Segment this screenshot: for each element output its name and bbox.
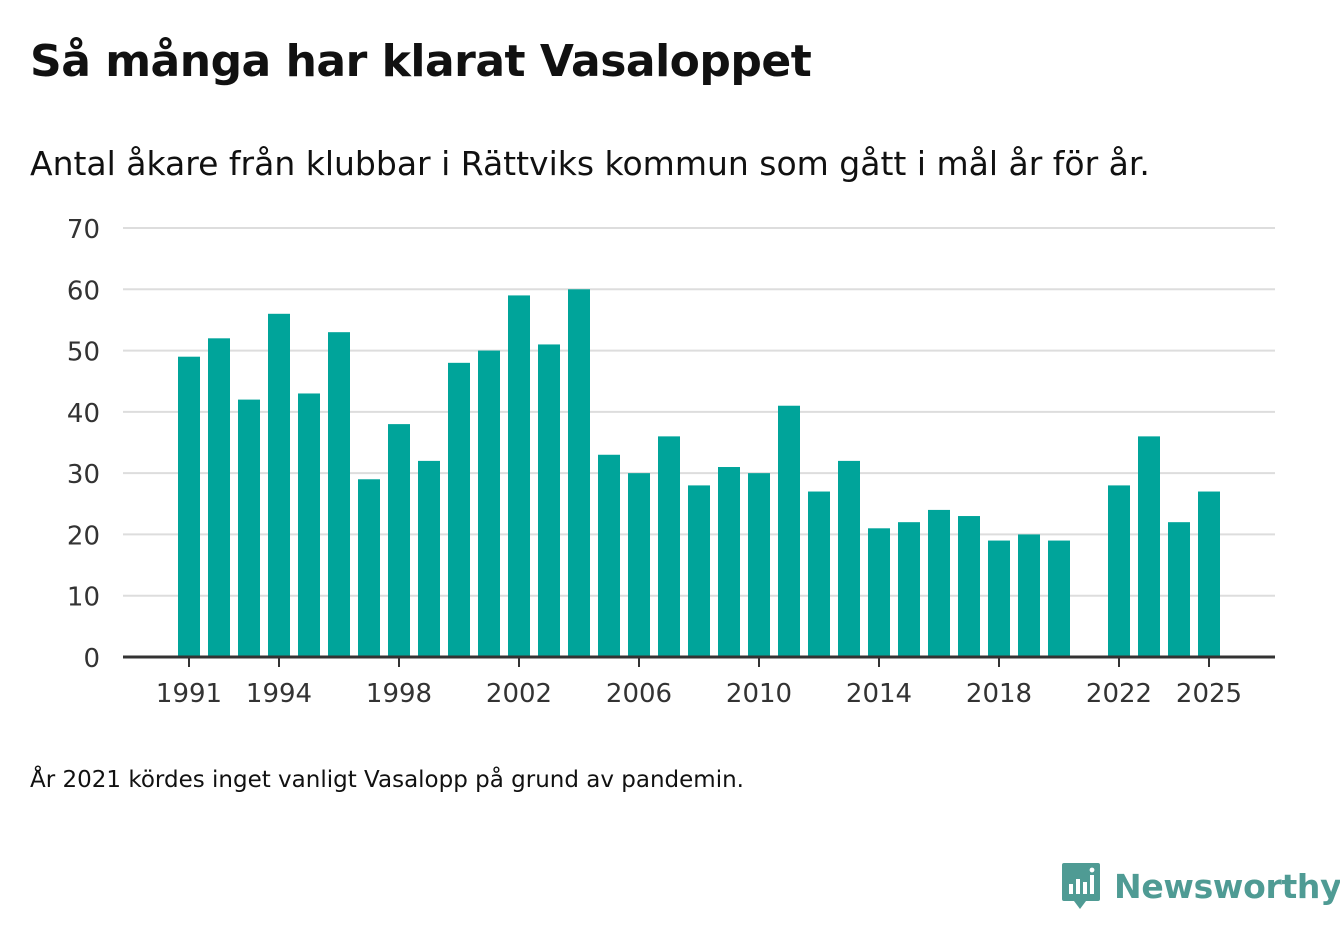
- bars: [178, 289, 1220, 657]
- bar-2004: [568, 289, 590, 657]
- bar-chart: 0 10 20 30 40 50 60 70 1991 1994 1998 2002 2006 2010…: [67, 215, 1275, 709]
- x-tick-label-1998: 1998: [366, 679, 432, 709]
- x-tick-label-2022: 2022: [1086, 679, 1152, 709]
- x-tick-label-1991: 1991: [156, 679, 222, 709]
- bar-2015: [898, 522, 920, 657]
- bar-1996: [328, 332, 350, 657]
- bar-2013: [838, 460, 860, 657]
- bar-2000: [448, 362, 470, 657]
- bar-2005: [598, 454, 620, 657]
- bar-2018: [988, 540, 1010, 657]
- y-tick-label-50: 50: [67, 338, 100, 368]
- x-tick-label-2010: 2010: [726, 679, 792, 709]
- bar-2001: [478, 350, 500, 657]
- bar-2011: [778, 405, 800, 657]
- bar-2007: [658, 436, 680, 657]
- chart-subtitle: Antal åkare från klubbar i Rättviks komm…: [30, 144, 1150, 183]
- x-tick-label-2025: 2025: [1176, 679, 1242, 709]
- bar-2022: [1108, 485, 1130, 657]
- y-tick-label-60: 60: [67, 276, 100, 306]
- bar-2012: [808, 491, 830, 657]
- y-tick-label-40: 40: [67, 399, 100, 429]
- bar-1998: [388, 424, 410, 657]
- bar-2025: [1198, 491, 1220, 657]
- chart-title: Så många har klarat Vasaloppet: [30, 36, 812, 87]
- y-tick-label-10: 10: [67, 583, 100, 613]
- x-tick-label-2002: 2002: [486, 679, 552, 709]
- bar-1992: [208, 338, 230, 657]
- x-tick-label-2014: 2014: [846, 679, 912, 709]
- x-tick-label-1994: 1994: [246, 679, 312, 709]
- x-tick-label-2018: 2018: [966, 679, 1032, 709]
- brand-name: Newsworthy: [1114, 866, 1340, 906]
- bar-2019: [1018, 534, 1040, 657]
- y-axis-tick-labels: 0 10 20 30 40 50 60 70: [67, 215, 100, 674]
- bar-1991: [178, 356, 200, 657]
- bar-2014: [868, 528, 890, 657]
- x-tick-label-2006: 2006: [606, 679, 672, 709]
- bar-1997: [358, 479, 380, 657]
- bar-2023: [1138, 436, 1160, 657]
- x-axis: 1991 1994 1998 2002 2006 2010 2014 2018 2022 2025: [123, 655, 1275, 709]
- y-tick-label-20: 20: [67, 521, 100, 551]
- bar-2009: [718, 467, 740, 657]
- bar-1999: [418, 460, 440, 657]
- bar-2020: [1048, 540, 1070, 657]
- y-tick-label-0: 0: [83, 644, 100, 674]
- bar-1995: [298, 393, 320, 657]
- y-tick-label-70: 70: [67, 215, 100, 245]
- bar-2003: [538, 344, 560, 657]
- bar-2010: [748, 473, 770, 657]
- footnote: År 2021 kördes inget vanligt Vasalopp på…: [30, 767, 744, 793]
- bar-2017: [958, 516, 980, 657]
- bar-2008: [688, 485, 710, 657]
- newsworthy-logo-icon: [1062, 863, 1100, 909]
- bar-2024: [1168, 522, 1190, 657]
- bar-2002: [508, 295, 530, 657]
- y-tick-label-30: 30: [67, 460, 100, 490]
- bar-1994: [268, 313, 290, 657]
- bar-2016: [928, 509, 950, 657]
- brand[interactable]: Newsworthy: [1060, 860, 1340, 912]
- bar-1993: [238, 399, 260, 657]
- bar-2006: [628, 473, 650, 657]
